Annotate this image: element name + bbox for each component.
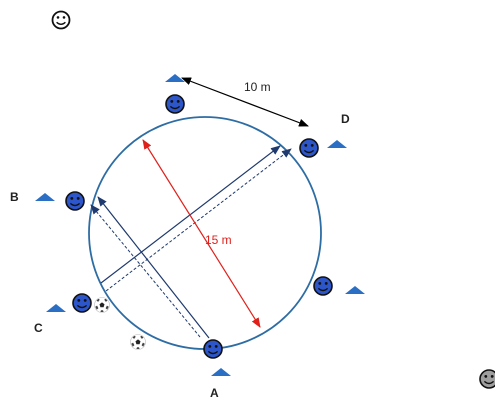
diameter-label: 15 m — [205, 233, 232, 247]
position-label-a: A — [210, 386, 219, 397]
player-icon-c — [72, 293, 92, 313]
cone-icon-b — [35, 193, 55, 201]
player-icon-top — [165, 94, 185, 114]
diameter-arrow — [142, 139, 261, 328]
pass-arrow-c-to-d — [100, 145, 281, 284]
cone-icon-d — [327, 140, 347, 148]
run-arrow-c-to-d — [105, 148, 292, 292]
player-icon-b — [65, 191, 85, 211]
distance-arrow — [181, 77, 309, 127]
smiley-icon-top-left — [51, 10, 71, 30]
position-label-c: C — [34, 321, 43, 335]
run-arrow-a-to-b — [90, 204, 201, 338]
player-icon-a — [203, 339, 223, 359]
soccer-ball-icon-loose — [130, 334, 146, 350]
position-label-b: B — [10, 190, 19, 204]
smiley-icon-bottom-right — [479, 369, 495, 389]
distance-label: 10 m — [244, 80, 271, 94]
cone-icon-right — [345, 286, 365, 294]
cone-icon-a — [211, 368, 231, 376]
position-label-d: D — [341, 112, 350, 126]
player-icon-right — [313, 276, 333, 296]
soccer-ball-icon-c — [94, 297, 110, 313]
player-icon-d — [299, 138, 319, 158]
cone-icon-c — [46, 304, 66, 312]
